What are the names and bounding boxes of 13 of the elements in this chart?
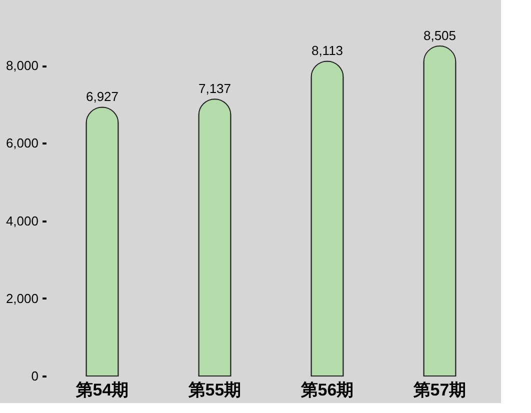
x-tick-label: 第54期 (74, 380, 129, 400)
x-tick-label: 第57期 (412, 380, 466, 400)
y-tick-label: 2,000 (6, 290, 38, 306)
data-label: 7,137 (198, 81, 232, 96)
data-label: 8,113 (311, 43, 344, 58)
y-tick-label: 4,000 (6, 213, 38, 228)
data-label: 8,505 (423, 28, 456, 43)
y-tick-label: 8,000 (6, 58, 38, 74)
data-label: 6,927 (86, 89, 119, 104)
x-tick-label: 第55期 (187, 380, 242, 400)
x-tick-label: 第56期 (300, 380, 354, 400)
y-tick-label: 0 (31, 368, 38, 384)
y-tick-label: 6,000 (6, 136, 38, 151)
